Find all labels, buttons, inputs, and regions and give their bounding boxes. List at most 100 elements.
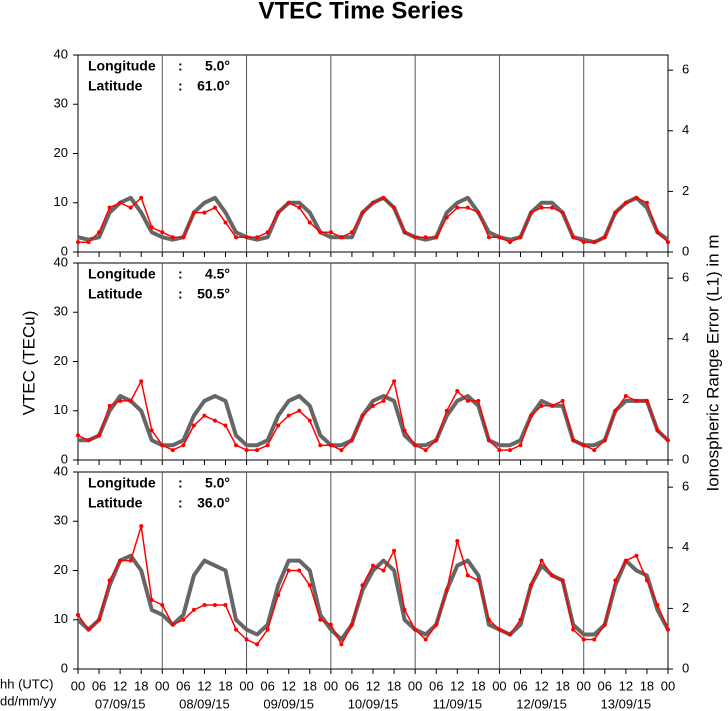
y2-tick-label: 0 <box>682 660 689 675</box>
series-point <box>592 240 597 245</box>
series-point <box>666 627 670 632</box>
x-tick-label: 18 <box>218 678 232 693</box>
annotation: : <box>178 78 183 94</box>
series-point <box>265 627 270 632</box>
x-tick-label: 00 <box>324 678 338 693</box>
annotation: : <box>178 58 183 74</box>
series-point <box>76 433 80 438</box>
series-point <box>381 195 386 200</box>
y2-tick-label: 6 <box>682 270 689 285</box>
series-point <box>244 637 249 642</box>
series-point <box>571 627 576 632</box>
series-point <box>465 398 470 403</box>
series-point <box>223 220 228 225</box>
series-point <box>86 627 91 632</box>
series-point <box>118 200 123 205</box>
series-point <box>107 578 112 583</box>
series-point <box>423 448 428 453</box>
series-point <box>655 428 660 433</box>
series-point <box>623 393 628 398</box>
y-tick-label: 40 <box>54 46 68 61</box>
y2-tick-label: 0 <box>682 451 689 466</box>
y2-tick-label: 4 <box>682 539 689 554</box>
series-point <box>644 200 649 205</box>
annotation: Latitude <box>88 78 143 94</box>
series-point <box>202 413 207 418</box>
series-point <box>434 622 439 627</box>
series-point <box>560 398 565 403</box>
series-point <box>191 210 196 215</box>
annotation: Longitude <box>88 266 156 282</box>
series-point <box>371 563 375 568</box>
series-point <box>276 210 281 215</box>
series-point <box>518 235 523 240</box>
series-point <box>539 558 544 563</box>
x-tick-label: 06 <box>92 678 106 693</box>
annotation: : <box>178 266 183 282</box>
series-point <box>149 428 154 433</box>
series-point <box>655 230 660 235</box>
series-point <box>413 443 418 448</box>
series-point <box>202 210 207 215</box>
annotation: Latitude <box>88 495 143 511</box>
x-tick-label: 18 <box>471 678 485 693</box>
series-point <box>539 403 544 408</box>
date-label: 08/09/15 <box>179 696 230 711</box>
series-point <box>255 235 260 240</box>
series-point <box>571 235 576 240</box>
series-point <box>602 622 607 627</box>
series-point <box>170 235 175 240</box>
y-tick-label: 30 <box>54 304 68 319</box>
series-point <box>244 235 249 240</box>
series-point <box>623 200 628 205</box>
series-point <box>434 235 439 240</box>
series-point <box>191 423 196 428</box>
series-point <box>307 583 312 588</box>
series-point <box>392 548 397 553</box>
y-tick-label: 0 <box>61 243 68 258</box>
series-point <box>328 230 333 235</box>
series-point <box>297 408 302 413</box>
series-point <box>202 602 207 607</box>
series-point <box>602 438 607 443</box>
series-point <box>497 235 502 240</box>
series-point <box>434 438 439 443</box>
annotation: 61.0° <box>197 78 230 94</box>
x-axis-label: dd/mm/yy <box>0 693 57 708</box>
series-point <box>550 403 555 408</box>
annotation: Longitude <box>88 58 156 74</box>
series-point <box>497 627 502 632</box>
series-point <box>455 389 460 394</box>
series-point <box>613 578 618 583</box>
series-point <box>212 418 217 423</box>
series-point <box>550 573 555 578</box>
series-point <box>550 205 555 210</box>
series-point <box>244 448 249 453</box>
series-point <box>666 240 670 245</box>
series-point <box>423 637 428 642</box>
x-tick-label: 12 <box>619 678 633 693</box>
series-point <box>149 598 154 603</box>
series-point <box>507 240 512 245</box>
series-line <box>78 394 670 448</box>
x-tick-label: 00 <box>492 678 506 693</box>
x-tick-label: 06 <box>429 678 443 693</box>
series-point <box>634 398 639 403</box>
x-tick-label: 18 <box>387 678 401 693</box>
series-point <box>465 205 470 210</box>
series-point <box>560 578 565 583</box>
date-label: 09/09/15 <box>263 696 314 711</box>
series-point <box>234 443 239 448</box>
series-point <box>518 443 523 448</box>
x-tick-label: 00 <box>661 678 675 693</box>
series-point <box>212 205 217 210</box>
y-tick-label: 20 <box>54 145 68 160</box>
y-tick-label: 20 <box>54 353 68 368</box>
date-label: 10/09/15 <box>348 696 399 711</box>
series-point <box>476 210 481 215</box>
series-point <box>318 230 323 235</box>
y2-tick-label: 2 <box>682 183 689 198</box>
series-point <box>160 443 165 448</box>
series-point <box>455 205 460 210</box>
series-point <box>349 438 354 443</box>
